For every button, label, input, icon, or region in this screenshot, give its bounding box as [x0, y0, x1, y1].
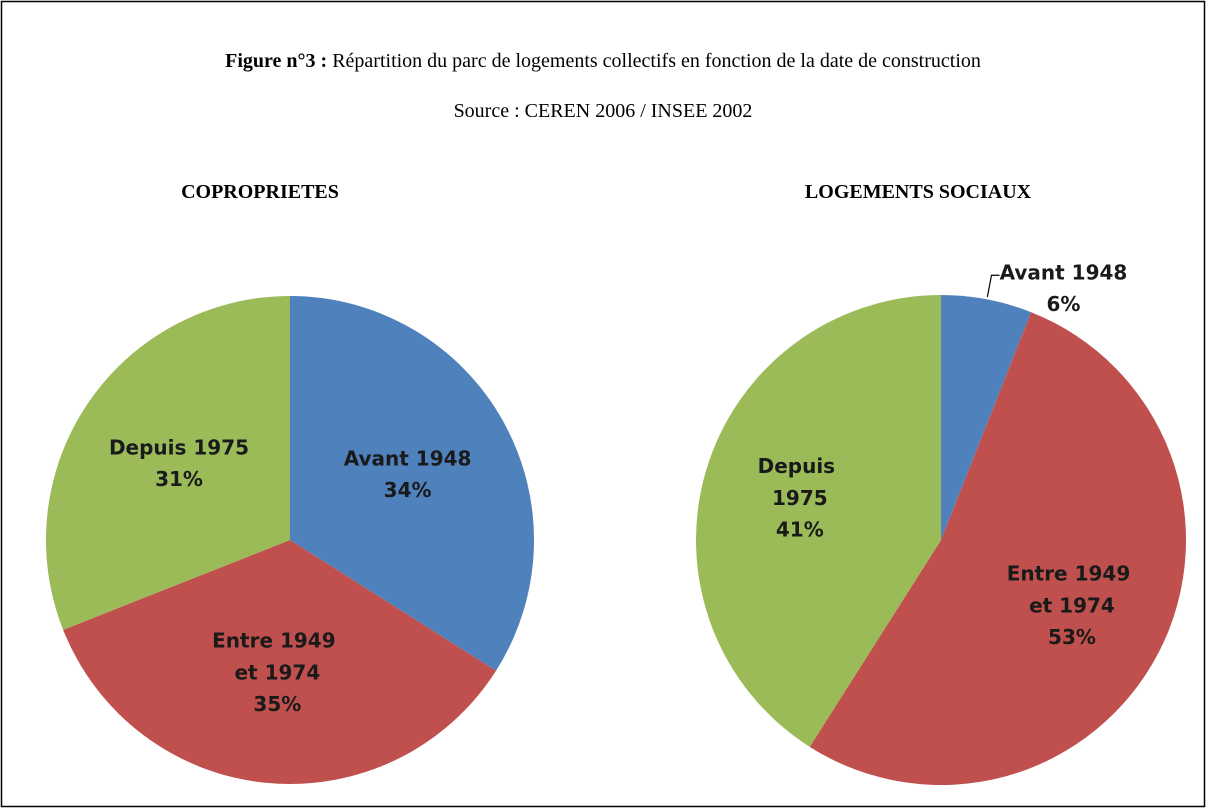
slice-value-label: 31%: [155, 467, 203, 491]
category-line: Depuis 1975: [109, 435, 249, 459]
pie-slice: [695, 295, 941, 747]
pie-slice: [941, 295, 1032, 540]
slice-category: Entre 1949 et 1974: [1007, 561, 1137, 617]
category-line: Avant 1948: [1000, 260, 1128, 284]
figure-title: Répartition du parc de logements collect…: [332, 50, 981, 72]
slice-value-label: 34%: [384, 478, 432, 502]
category-line: Depuis: [758, 453, 842, 477]
pie-slice: [45, 296, 290, 630]
figure-label: Figure n°3 :: [225, 50, 327, 72]
category-line: Avant 1948: [344, 446, 472, 470]
figure-source: Source : CEREN 2006 / INSEE 2002: [454, 100, 753, 122]
slice-category: Entre 1949 et 1974: [212, 628, 342, 684]
chart-title: COPROPRIETES: [181, 181, 339, 203]
category-line: Entre 1949: [212, 628, 342, 652]
pie-slice: [290, 296, 534, 671]
chart-title: LOGEMENTS SOCIAUX: [805, 181, 1032, 203]
category-line: et 1974: [234, 660, 320, 684]
pie-slice: [63, 540, 497, 784]
slice-value-label: 6%: [1047, 292, 1081, 316]
category-line: 1975: [772, 485, 828, 509]
category-line: Entre 1949: [1007, 561, 1137, 585]
slice-category: Depuis 1975: [109, 435, 249, 459]
slice-category: Depuis 1975: [758, 453, 842, 509]
leader-line: [986, 274, 1000, 298]
slice-value-label: 53%: [1048, 625, 1096, 649]
pie-slice: [809, 312, 1186, 785]
category-line: et 1974: [1029, 593, 1115, 617]
slice-value-label: 41%: [776, 517, 824, 541]
figure-heading: Figure n°3 : Répartition du parc de loge…: [225, 50, 981, 72]
slice-category: Avant 1948: [1000, 260, 1128, 284]
slice-value-label: 35%: [253, 692, 301, 716]
slice-category: Avant 1948: [344, 446, 472, 470]
